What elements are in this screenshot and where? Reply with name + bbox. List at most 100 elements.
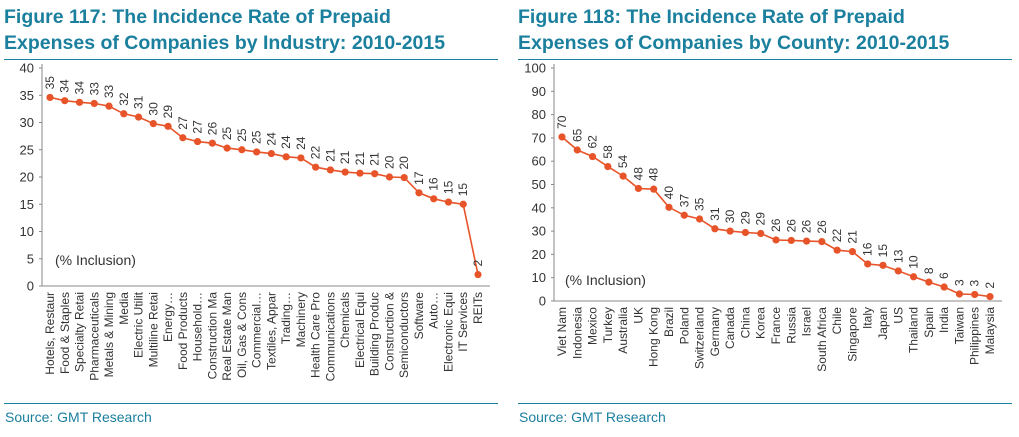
y-tick-label: 10 <box>532 270 546 285</box>
data-label: 62 <box>586 135 600 149</box>
category-label: Singapore <box>845 307 859 362</box>
y-tick-label: 20 <box>20 170 34 185</box>
data-point <box>787 236 795 245</box>
category-label: Hotels, Restaur <box>43 292 57 375</box>
category-label: Semiconductors <box>397 292 411 378</box>
data-point <box>134 113 143 121</box>
data-point <box>238 146 246 154</box>
category-label: India <box>937 307 951 333</box>
data-point <box>46 93 54 102</box>
data-label: 33 <box>87 82 101 96</box>
data-point <box>848 248 857 256</box>
category-label: Food Products <box>176 292 190 370</box>
data-point <box>120 110 128 118</box>
y-tick-label: 50 <box>532 177 546 192</box>
data-point <box>208 139 216 147</box>
data-label: 48 <box>647 167 661 181</box>
data-point <box>223 144 231 152</box>
data-point <box>474 270 482 279</box>
data-point <box>940 283 948 291</box>
category-label: Media <box>117 292 131 325</box>
y-tick-label: 30 <box>20 115 34 130</box>
data-label: 26 <box>784 219 798 233</box>
data-label: 21 <box>338 150 352 164</box>
y-tick-label: 5 <box>27 251 34 266</box>
category-label: Taiwan <box>952 307 966 344</box>
category-label: Specialty Retai <box>73 292 87 372</box>
data-point <box>695 215 704 223</box>
data-point <box>588 152 597 161</box>
category-label: Real Estate Man <box>220 292 234 381</box>
data-point <box>356 169 364 177</box>
data-label: 30 <box>146 102 160 116</box>
data-point <box>400 173 408 182</box>
category-label: Multiline Retai <box>146 292 160 367</box>
data-label: 33 <box>102 84 116 98</box>
data-label: 27 <box>191 120 205 134</box>
category-label: Chemicals <box>338 292 352 348</box>
data-point <box>149 119 157 128</box>
category-label: Hong Kong <box>647 307 661 367</box>
data-point <box>164 122 172 130</box>
data-point <box>665 203 673 211</box>
category-label: China <box>738 307 752 339</box>
y-tick-label: 90 <box>532 84 546 99</box>
data-point <box>879 261 887 269</box>
category-label: Viet Nam <box>555 307 569 356</box>
data-label: 24 <box>294 136 308 150</box>
data-label: 29 <box>161 105 175 119</box>
data-point <box>971 290 979 299</box>
category-label: Korea <box>754 307 768 339</box>
data-label: 21 <box>368 152 382 166</box>
data-point <box>619 172 627 180</box>
data-point <box>179 134 187 142</box>
data-label: 31 <box>132 95 146 109</box>
category-label: Pharmaceuticals <box>87 292 101 381</box>
data-label: 22 <box>830 229 844 243</box>
y-tick-label: 20 <box>532 247 546 262</box>
category-label: REITs <box>471 292 485 324</box>
category-label: Poland <box>677 307 691 344</box>
data-label: 24 <box>279 135 293 149</box>
category-label: Construction Ma <box>205 292 219 380</box>
data-point <box>894 267 902 275</box>
data-label: 34 <box>58 79 72 93</box>
data-point <box>741 228 750 237</box>
data-point <box>711 225 719 233</box>
source-note-left: Source: GMT Research <box>5 409 152 425</box>
data-point <box>955 290 964 298</box>
category-label: Russia <box>784 307 798 344</box>
category-label: Japan <box>876 307 890 340</box>
data-label: 16 <box>427 177 441 191</box>
category-label: Trading… <box>279 292 293 344</box>
y-tick-label: 15 <box>20 197 34 212</box>
category-label: Building Produc <box>368 292 382 376</box>
data-point <box>818 237 826 246</box>
data-label: 26 <box>800 219 814 233</box>
category-label: Textiles, Appar <box>264 292 278 370</box>
data-point <box>312 163 320 171</box>
category-label: Thailand <box>907 307 921 353</box>
data-label: 37 <box>677 194 691 208</box>
chart-title-left-line2: Expenses of Companies by Industry: 2010-… <box>4 32 446 54</box>
category-label: Construction & <box>382 292 396 371</box>
data-label: 70 <box>555 115 569 129</box>
y-tick-label: 10 <box>20 224 34 239</box>
category-label: UK <box>631 307 645 324</box>
data-label: 35 <box>693 197 707 211</box>
data-label: 24 <box>264 132 278 146</box>
data-label: 10 <box>907 255 921 269</box>
category-label: Turkey <box>601 307 615 343</box>
y-tick-label: 0 <box>539 294 546 309</box>
data-label: 30 <box>723 209 737 223</box>
data-point <box>604 162 612 171</box>
data-label: 26 <box>769 218 783 232</box>
category-label: Health Care Pro <box>309 292 323 378</box>
category-label: Canada <box>723 307 737 349</box>
category-label: Software <box>412 292 426 340</box>
country-incidence-line-chart: 0 10 20 30 40 50 60 70 80 90 100 (% Inclusion) 70 Vie… <box>524 61 1002 372</box>
data-label: 25 <box>250 130 264 144</box>
data-label: 2 <box>471 260 485 267</box>
y-tick-label: 0 <box>27 279 34 294</box>
data-label: 54 <box>616 154 630 168</box>
